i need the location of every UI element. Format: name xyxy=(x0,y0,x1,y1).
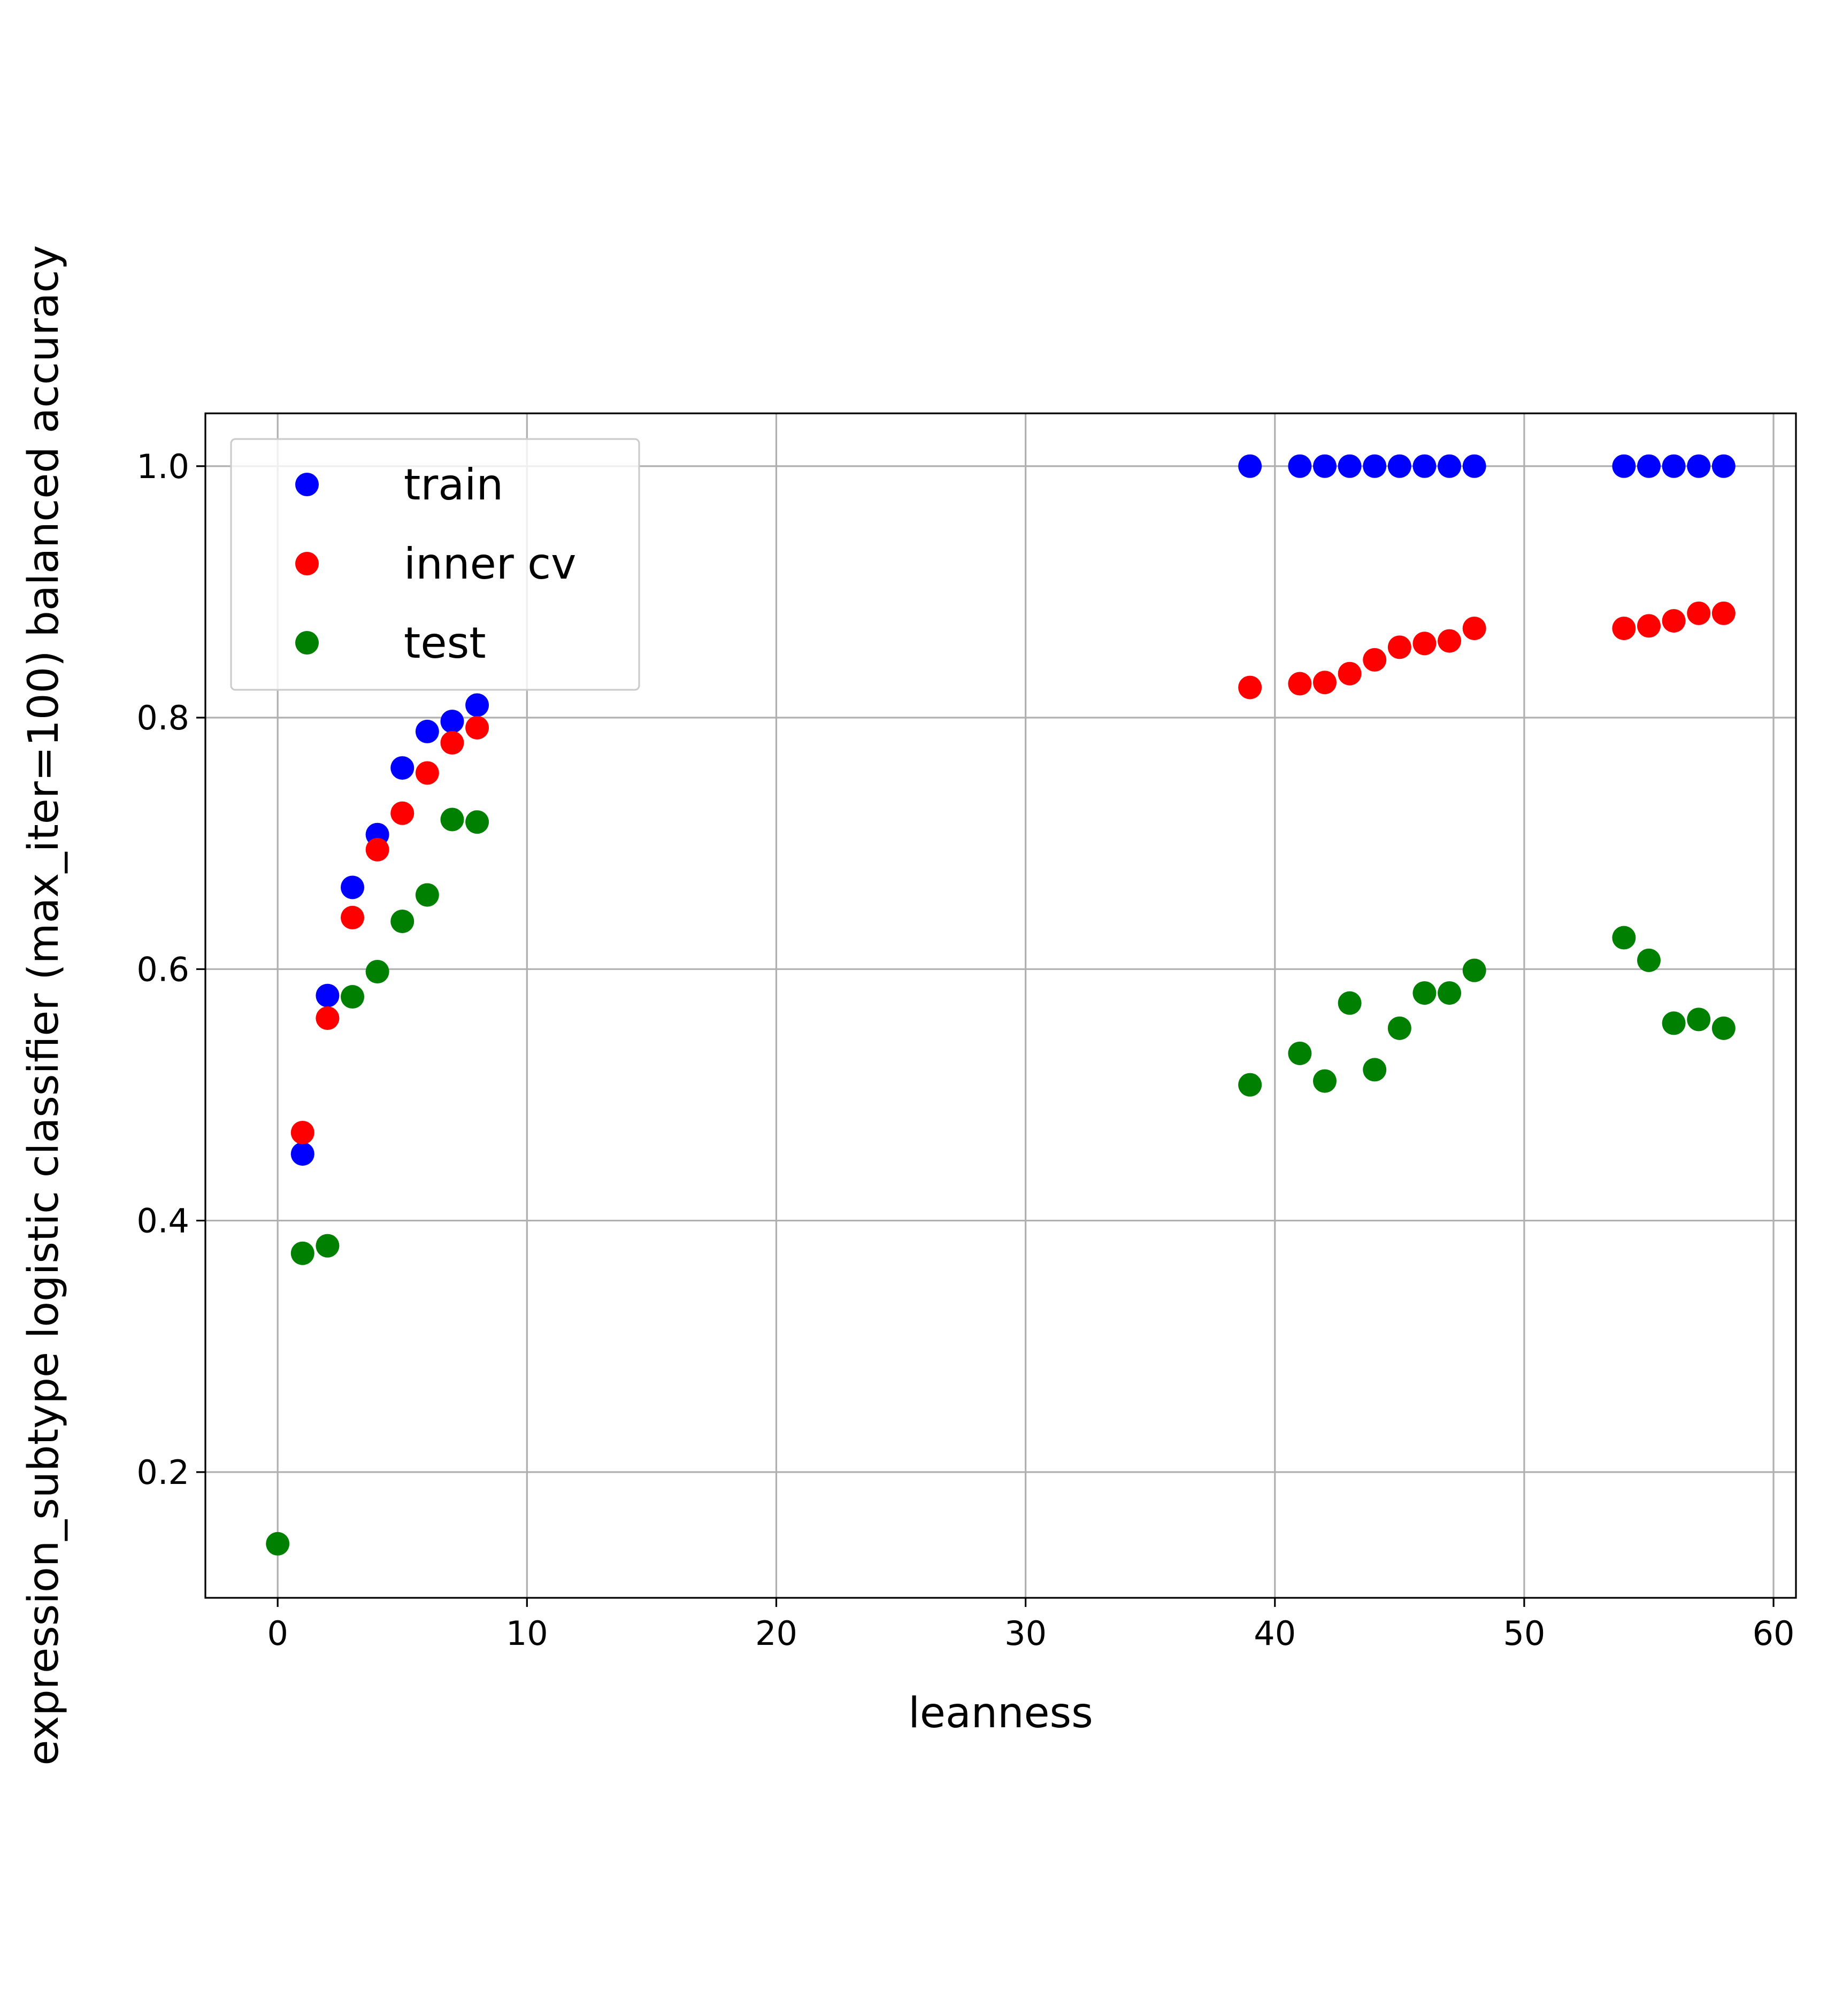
point-inner-cv xyxy=(415,761,439,785)
x-tick-label: 60 xyxy=(1753,1614,1795,1653)
point-inner-cv xyxy=(440,731,464,755)
point-inner-cv xyxy=(1363,648,1387,672)
point-inner-cv xyxy=(1412,632,1437,656)
point-inner-cv xyxy=(1288,672,1312,696)
legend-label-inner-cv: inner cv xyxy=(404,539,577,589)
point-test xyxy=(1312,1069,1337,1093)
point-test xyxy=(1462,958,1486,982)
legend-marker-test xyxy=(295,631,319,655)
x-tick-label: 10 xyxy=(506,1614,548,1653)
y-tick-label: 0.2 xyxy=(136,1453,189,1492)
point-train xyxy=(1238,454,1262,478)
point-test xyxy=(266,1532,290,1556)
point-train xyxy=(1338,454,1362,478)
point-test xyxy=(1363,1058,1387,1082)
point-train xyxy=(1288,454,1312,478)
point-test xyxy=(1662,1011,1686,1035)
point-inner-cv xyxy=(1238,675,1262,699)
axes-frame xyxy=(204,412,1797,1599)
point-train xyxy=(1462,454,1486,478)
point-train xyxy=(1387,454,1411,478)
point-inner-cv xyxy=(1687,601,1711,625)
point-inner-cv xyxy=(1462,617,1486,641)
point-test xyxy=(290,1241,314,1265)
point-inner-cv xyxy=(365,837,389,861)
legend-marker-train xyxy=(295,473,319,496)
point-test xyxy=(1238,1073,1262,1097)
point-test xyxy=(1438,981,1462,1005)
point-inner-cv xyxy=(1338,661,1362,686)
point-test xyxy=(1687,1007,1711,1032)
x-tick-label: 0 xyxy=(267,1614,288,1653)
point-test xyxy=(415,883,439,907)
y-tick-label: 0.6 xyxy=(136,950,189,989)
point-test xyxy=(1387,1016,1411,1040)
point-inner-cv xyxy=(341,905,365,929)
point-test xyxy=(1412,981,1437,1005)
legend: train inner cv test xyxy=(230,438,640,691)
point-test xyxy=(1612,926,1636,950)
point-train xyxy=(1363,454,1387,478)
point-test xyxy=(1637,948,1661,972)
point-inner-cv xyxy=(1711,601,1736,625)
point-train xyxy=(390,756,414,780)
x-tick-label: 30 xyxy=(1004,1614,1047,1653)
point-train xyxy=(440,710,464,734)
legend-box xyxy=(230,438,640,691)
point-inner-cv xyxy=(1662,609,1686,633)
point-test xyxy=(1711,1016,1736,1040)
legend-marker-inner-cv xyxy=(295,552,319,575)
point-test xyxy=(465,810,489,834)
point-test xyxy=(365,960,389,984)
point-test xyxy=(440,807,464,832)
point-inner-cv xyxy=(1637,614,1661,638)
x-tick-label: 20 xyxy=(755,1614,797,1653)
point-train xyxy=(1662,454,1686,478)
y-tick-label: 1.0 xyxy=(136,447,189,486)
point-train xyxy=(1637,454,1661,478)
legend-label-test: test xyxy=(404,618,486,668)
x-tick-label: 40 xyxy=(1254,1614,1296,1653)
point-test xyxy=(1288,1041,1312,1065)
points-layer xyxy=(266,454,1736,1556)
point-train xyxy=(1312,454,1337,478)
axes-layer: 0 10 20 30 40 50 60 0.2 0.4 0.6 0.8 1.0 xyxy=(136,412,1797,1653)
point-train xyxy=(1711,454,1736,478)
y-tick-label: 0.8 xyxy=(136,698,189,737)
point-train xyxy=(465,693,489,717)
point-test xyxy=(316,1234,340,1258)
point-test xyxy=(1338,991,1362,1015)
point-train xyxy=(1612,454,1636,478)
point-test xyxy=(341,985,365,1009)
point-inner-cv xyxy=(390,801,414,825)
point-inner-cv xyxy=(1612,617,1636,641)
y-tick-label: 0.4 xyxy=(136,1202,189,1241)
point-inner-cv xyxy=(465,715,489,740)
point-inner-cv xyxy=(290,1120,314,1144)
legend-label-train: train xyxy=(404,460,503,510)
point-train xyxy=(1412,454,1437,478)
x-axis-label: leanness xyxy=(908,1689,1093,1737)
point-inner-cv xyxy=(1387,635,1411,659)
point-train xyxy=(290,1142,314,1166)
point-train xyxy=(341,875,365,899)
point-inner-cv xyxy=(1438,629,1462,653)
point-train xyxy=(1438,454,1462,478)
point-test xyxy=(390,909,414,933)
x-tick-label: 50 xyxy=(1503,1614,1545,1653)
point-inner-cv xyxy=(1312,671,1337,695)
point-train xyxy=(316,983,340,1007)
y-axis-label: expression_subtype logistic classifier (… xyxy=(20,245,68,1765)
point-inner-cv xyxy=(316,1006,340,1030)
point-train xyxy=(415,719,439,743)
point-train xyxy=(1687,454,1711,478)
